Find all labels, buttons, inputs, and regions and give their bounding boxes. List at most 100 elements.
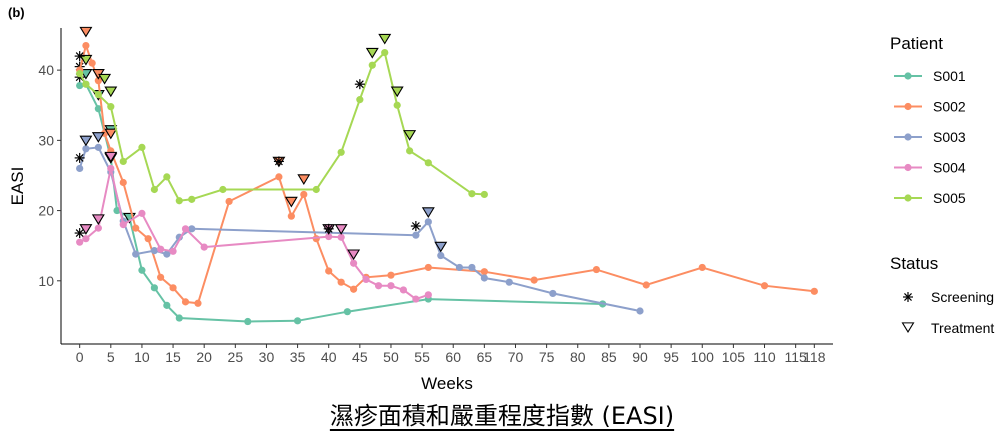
figure-caption: 濕疹面積和嚴重程度指數 (EASI): [0, 396, 1004, 431]
y-tick-label: 20: [38, 203, 54, 219]
data-point: [698, 263, 706, 272]
treatment-marker: [79, 54, 93, 66]
legend-item-screening: Screening: [903, 289, 994, 305]
data-point: [505, 278, 513, 286]
data-point: [94, 105, 102, 113]
x-tick-label: 105: [722, 349, 746, 365]
data-point: [119, 221, 127, 229]
data-point: [76, 164, 84, 173]
legend-item-s004: S004: [894, 160, 966, 176]
series-s003: [74, 132, 644, 315]
screening-marker: [323, 223, 334, 234]
data-point: [175, 197, 183, 205]
data-point: [549, 289, 557, 298]
legend-asterisk-icon: [903, 292, 913, 302]
legend-label: Treatment: [931, 320, 994, 336]
data-point: [325, 267, 333, 275]
x-tick-label: 45: [352, 349, 368, 365]
data-point: [82, 235, 90, 243]
screening-marker: [273, 156, 284, 167]
data-point: [94, 77, 102, 85]
data-point: [810, 287, 818, 295]
legend-point: [904, 72, 912, 80]
legend-point: [904, 102, 912, 111]
data-point: [337, 233, 345, 241]
legend-item-s001: S001: [894, 68, 966, 84]
legend-item-s005: S005: [894, 190, 966, 206]
data-point: [188, 195, 196, 203]
data-point: [337, 278, 345, 286]
x-tick-label: 40: [321, 349, 337, 365]
data-point: [132, 250, 140, 258]
data-point: [412, 231, 420, 239]
y-tick-label: 40: [38, 62, 54, 78]
x-tick-label: 20: [196, 349, 212, 365]
treatment-marker: [347, 249, 361, 261]
screening-marker: [74, 228, 85, 239]
data-point: [157, 273, 165, 281]
treatment-marker: [104, 151, 118, 163]
treatment-marker: [79, 135, 93, 147]
data-point: [362, 275, 370, 283]
data-point: [132, 224, 140, 232]
screening-marker: [354, 79, 365, 90]
treatment-marker: [334, 224, 348, 235]
x-tick-label: 55: [414, 349, 430, 365]
easi-line-chart: 0 5 10 15 20 25 30 35 40 45 50 55 60 65 70 75 80 85 90 95 10…: [8, 26, 994, 392]
series-s004: [74, 151, 432, 303]
data-point: [76, 70, 84, 78]
data-point: [300, 190, 308, 199]
data-point: [275, 173, 283, 181]
treatment-marker: [98, 73, 112, 85]
series-layer: [74, 26, 818, 326]
data-point: [144, 235, 152, 243]
x-tick-label: 65: [477, 349, 493, 365]
screening-marker: [74, 152, 85, 163]
data-point: [293, 317, 302, 325]
legend-label: S005: [933, 190, 966, 206]
data-point: [468, 263, 476, 272]
x-tick-label: 15: [165, 349, 181, 365]
data-point: [381, 48, 389, 57]
data-point: [175, 314, 183, 322]
data-point: [138, 143, 146, 151]
data-point: [94, 224, 102, 232]
series-s002: [74, 26, 818, 307]
data-point: [150, 185, 158, 194]
data-point: [368, 61, 376, 69]
x-tick-label: 90: [632, 349, 648, 365]
legend-title-patient: Patient: [890, 34, 943, 53]
data-point: [150, 284, 158, 292]
legend-label: S002: [933, 99, 966, 115]
data-point: [219, 185, 227, 194]
data-point: [82, 80, 90, 88]
x-tick-label: 30: [259, 349, 275, 365]
treatment-marker: [434, 241, 448, 253]
y-tick-label: 10: [38, 273, 54, 289]
data-point: [480, 274, 488, 282]
legend-item-s002: S002: [894, 99, 966, 115]
data-point: [163, 173, 171, 181]
legend-label: S004: [933, 160, 966, 176]
data-point: [163, 301, 171, 309]
data-point: [592, 265, 601, 274]
legend-label: Screening: [931, 289, 994, 305]
treatment-marker: [91, 132, 105, 143]
data-point: [181, 225, 190, 233]
data-point: [244, 317, 252, 326]
data-point: [636, 307, 644, 315]
data-point: [157, 245, 165, 253]
data-point: [138, 209, 146, 217]
treatment-marker: [104, 86, 118, 98]
data-point: [88, 59, 96, 67]
treatment-marker: [390, 86, 404, 98]
x-tick-label: 100: [691, 349, 715, 365]
axes: 0 5 10 15 20 25 30 35 40 45 50 55 60 65 70 75 80 85 90 95 10…: [8, 28, 833, 392]
data-point: [412, 295, 420, 303]
x-tick-label: 118: [803, 349, 826, 365]
series-s005: [74, 33, 488, 205]
data-point: [107, 164, 115, 173]
data-point: [188, 225, 196, 233]
data-point: [150, 247, 158, 255]
data-point: [468, 190, 476, 198]
